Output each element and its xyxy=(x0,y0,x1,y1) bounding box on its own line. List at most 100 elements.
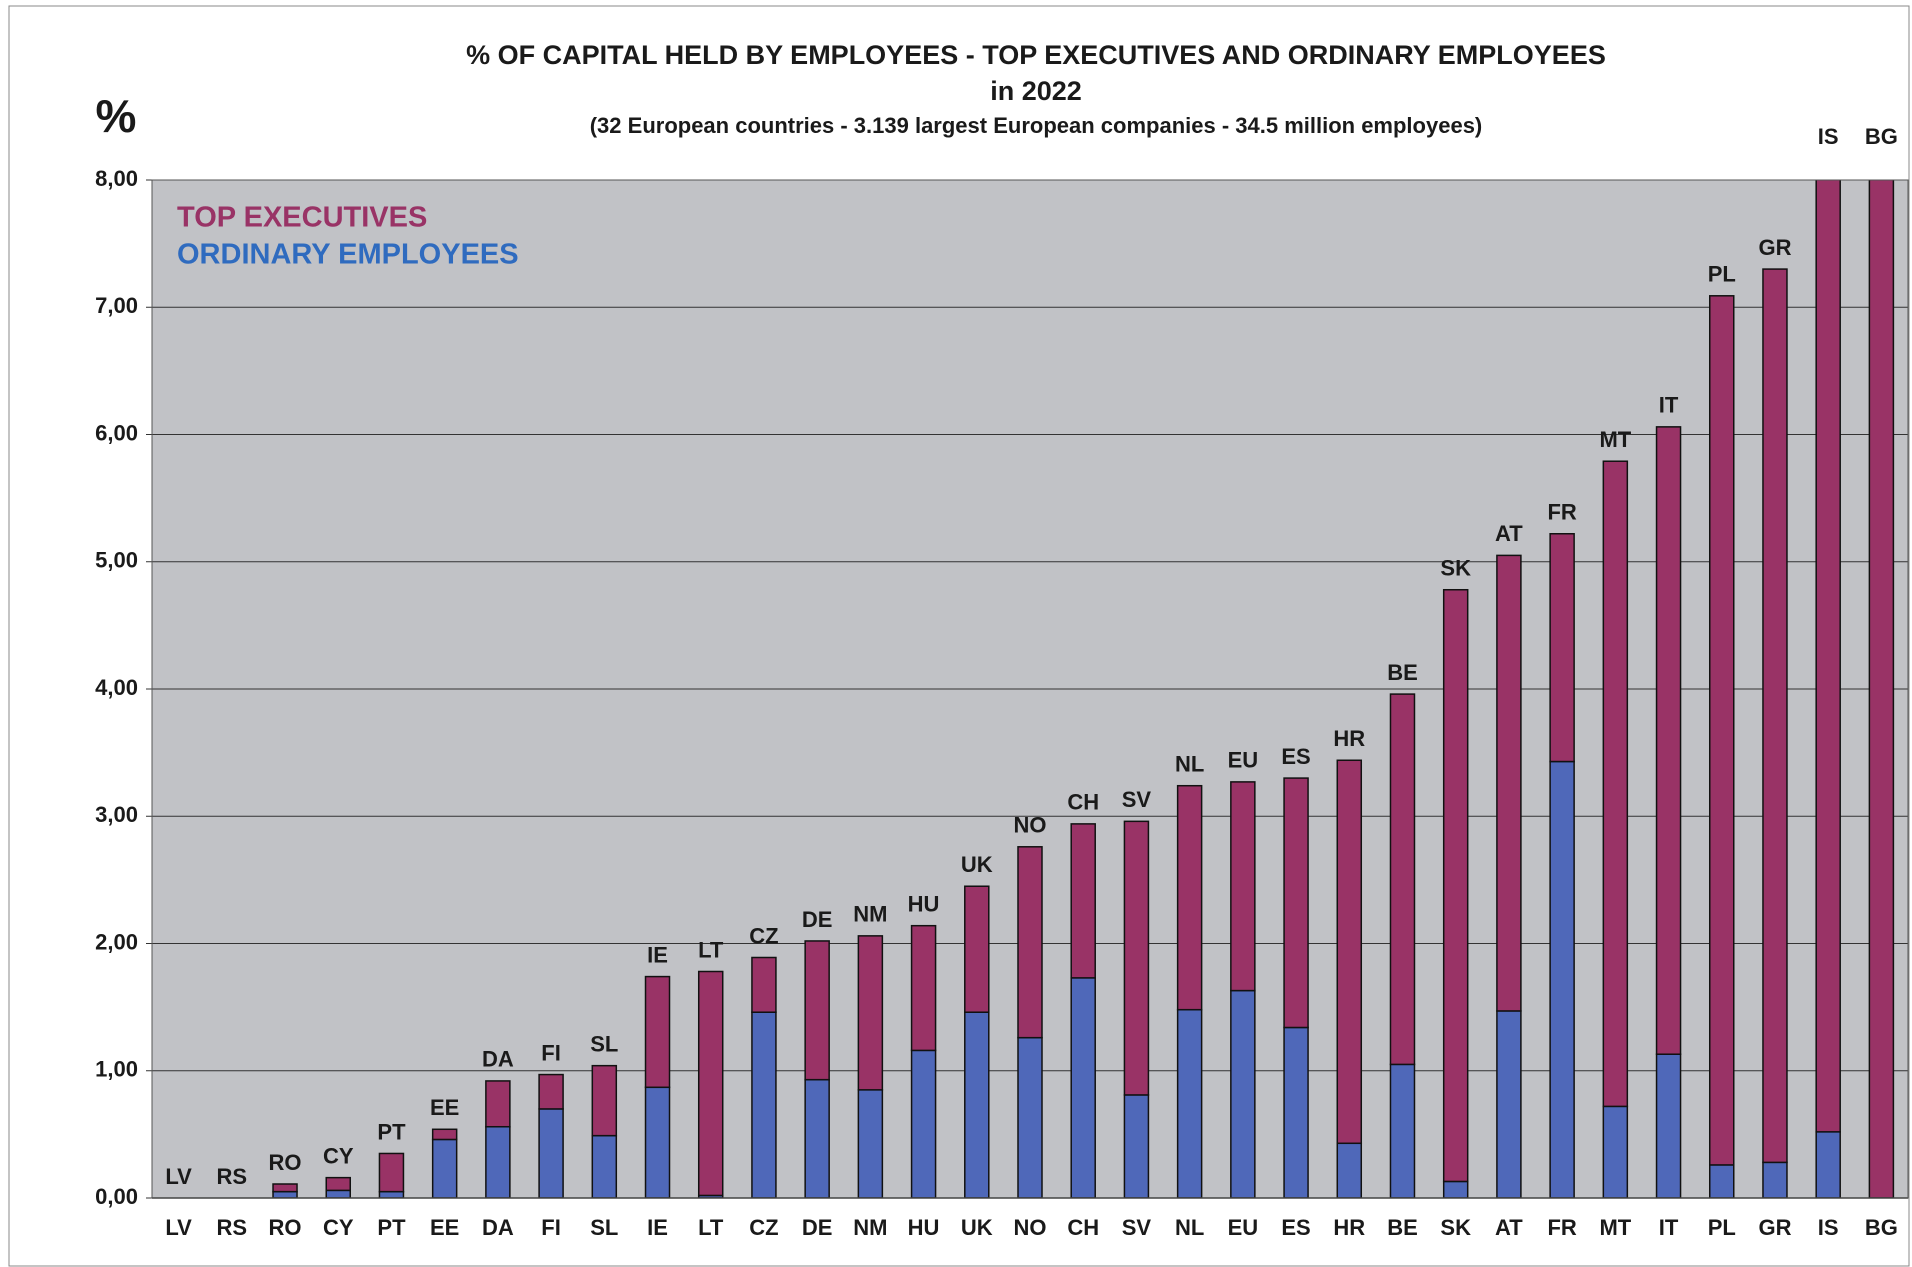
bar-segment xyxy=(325,1176,351,1192)
bar-segment xyxy=(485,1080,511,1128)
x-tick-label: MT xyxy=(1599,1215,1631,1240)
bar-label: MT xyxy=(1599,427,1631,452)
x-tick-label: SL xyxy=(590,1215,618,1240)
bar-segment xyxy=(910,1049,937,1198)
bar-segment xyxy=(591,1064,618,1137)
x-tick-label: RO xyxy=(269,1215,302,1240)
x-tick-label: RS xyxy=(217,1215,248,1240)
y-tick-label: 8,00 xyxy=(95,166,138,191)
bar-segment xyxy=(1815,180,1841,1133)
bar-label: FI xyxy=(541,1040,561,1065)
bar-segment xyxy=(697,970,724,1197)
bar-segment xyxy=(1176,1008,1203,1198)
bar-label: HU xyxy=(908,891,940,916)
bar-label: PL xyxy=(1708,262,1736,287)
x-tick-label: IT xyxy=(1659,1215,1679,1240)
bar-label: RS xyxy=(217,1164,248,1189)
bar-segment xyxy=(538,1108,564,1198)
bar-label: IE xyxy=(647,942,668,967)
x-tick-label: PT xyxy=(377,1215,406,1240)
bar-label: LV xyxy=(165,1164,192,1189)
y-tick-label: 1,00 xyxy=(95,1057,138,1082)
bar-segment xyxy=(431,1138,458,1198)
bar-segment xyxy=(1283,1026,1309,1198)
bar-segment xyxy=(1655,1053,1682,1198)
bar-segment xyxy=(325,1189,351,1198)
bar-label: UK xyxy=(961,852,993,877)
bar-segment xyxy=(378,1190,405,1198)
bar-segment xyxy=(910,924,937,1052)
bar-segment xyxy=(804,940,830,1081)
bar-label: HR xyxy=(1333,726,1365,751)
y-tick-label: 2,00 xyxy=(95,929,138,954)
x-tick-label: SK xyxy=(1440,1215,1471,1240)
bar-label: RO xyxy=(269,1150,302,1175)
bar-label: FR xyxy=(1547,500,1576,525)
bars xyxy=(272,180,1895,1198)
bar-segment xyxy=(804,1078,830,1198)
bar-segment xyxy=(1017,1036,1043,1198)
plot-border xyxy=(151,179,1909,1199)
bar-label: ES xyxy=(1281,744,1310,769)
y-tick-label: 6,00 xyxy=(95,420,138,445)
bar-segment xyxy=(1815,1131,1841,1198)
bar-segment xyxy=(1709,1164,1735,1198)
bar-segment xyxy=(1496,554,1522,1012)
bar-label: SK xyxy=(1440,556,1471,581)
x-tick-label: ES xyxy=(1281,1215,1310,1240)
x-tick-label: CZ xyxy=(749,1215,778,1240)
x-tick-label: CH xyxy=(1067,1215,1099,1240)
x-tick-label: EE xyxy=(430,1215,459,1240)
x-tick-label: FI xyxy=(541,1215,561,1240)
bar-segment xyxy=(964,1011,990,1198)
bar-segment xyxy=(964,885,990,1013)
bar-segment xyxy=(591,1134,618,1198)
bar-segment xyxy=(538,1073,564,1110)
x-tick-label: PL xyxy=(1708,1215,1736,1240)
bar-label: BG xyxy=(1865,124,1898,149)
x-tick-label: BG xyxy=(1865,1215,1898,1240)
bar-segment xyxy=(751,1011,777,1198)
y-tick-label: 5,00 xyxy=(95,548,138,573)
bar-segment xyxy=(644,975,671,1089)
x-tick-label: UK xyxy=(961,1215,993,1240)
bar-segment xyxy=(378,1152,405,1193)
bar-label: CH xyxy=(1067,790,1099,815)
chart-subtitle: (32 European countries - 3.139 largest E… xyxy=(590,113,1483,138)
bar-label: DA xyxy=(482,1047,514,1072)
bar-segment xyxy=(1070,823,1096,979)
y-tick-label: 3,00 xyxy=(95,802,138,827)
y-tick-label: 7,00 xyxy=(95,293,138,318)
bar-segment xyxy=(1549,533,1575,763)
bar-segment xyxy=(1017,846,1043,1039)
y-tick-label: 4,00 xyxy=(95,675,138,700)
bar-label: CZ xyxy=(749,923,778,948)
bar-segment xyxy=(1123,1094,1150,1198)
x-tick-label: FR xyxy=(1547,1215,1576,1240)
bar-segment xyxy=(1709,295,1735,1166)
legend-entry: TOP EXECUTIVES xyxy=(177,202,427,234)
x-tick-label: IE xyxy=(647,1215,668,1240)
x-tick-label: HU xyxy=(908,1215,940,1240)
bar-segment xyxy=(1389,693,1416,1066)
chart-subtitle: in 2022 xyxy=(990,76,1082,106)
bar-segment xyxy=(1230,781,1256,992)
x-tick-label: DA xyxy=(482,1215,514,1240)
bar-segment xyxy=(485,1125,511,1198)
bar-segment xyxy=(1336,759,1363,1145)
bar-label: GR xyxy=(1758,235,1791,260)
bar-label: SV xyxy=(1122,787,1152,812)
bar-segment xyxy=(431,1128,458,1141)
y-axis-label: % xyxy=(96,90,137,142)
x-tick-label: IS xyxy=(1818,1215,1839,1240)
bar-label: CY xyxy=(323,1143,354,1168)
bar-label: IT xyxy=(1659,393,1679,418)
frame xyxy=(8,5,1910,1267)
bar-segment xyxy=(1762,1161,1788,1198)
x-tick-label: AT xyxy=(1495,1215,1523,1240)
bar-segment xyxy=(1123,820,1150,1096)
x-tick-label: NO xyxy=(1014,1215,1047,1240)
bar-label: AT xyxy=(1495,521,1523,546)
bar-label: NL xyxy=(1175,752,1204,777)
